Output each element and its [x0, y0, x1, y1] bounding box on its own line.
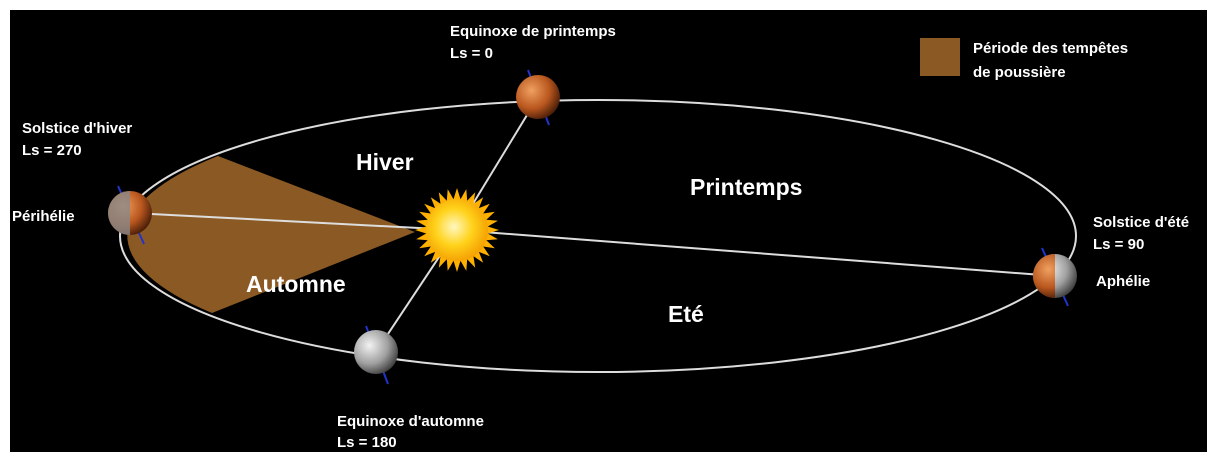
planet-spring — [516, 69, 560, 126]
label: Equinoxe de printemps — [450, 23, 616, 40]
label: Ls = 270 — [22, 142, 82, 159]
label: Ls = 90 — [1093, 236, 1144, 253]
label: Solstice d'hiver — [22, 120, 132, 137]
shadow — [108, 191, 130, 235]
label: Solstice d'été — [1093, 214, 1189, 231]
line-perihelion — [131, 212, 458, 231]
label: Périhélie — [12, 208, 75, 225]
mars — [516, 75, 560, 119]
dust-storm-sector — [127, 156, 415, 313]
label: Ls = 0 — [450, 45, 493, 62]
legend-text: Période des tempêtes — [973, 40, 1128, 57]
orbit — [119, 99, 1077, 373]
season-label: Eté — [668, 301, 704, 327]
season-label: Printemps — [690, 174, 802, 200]
season-label: Hiver — [356, 149, 414, 175]
legend-swatch — [920, 38, 960, 76]
planet-autumn — [354, 325, 398, 385]
lit-half — [1033, 254, 1055, 298]
planet-aphelion — [1033, 247, 1077, 307]
planet-perihelion — [108, 185, 152, 245]
season-label: Automne — [246, 271, 346, 297]
sun — [426, 199, 488, 261]
legend-text: de poussière — [973, 64, 1066, 81]
label: Equinoxe d'automne — [337, 413, 484, 430]
line-aphelion — [456, 229, 1056, 277]
mars — [354, 330, 398, 374]
label: Ls = 180 — [337, 434, 397, 451]
label: Aphélie — [1096, 273, 1150, 290]
